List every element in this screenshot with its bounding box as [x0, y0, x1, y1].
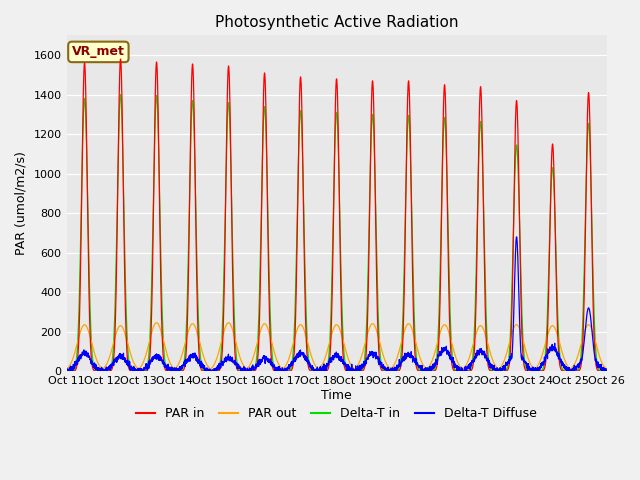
Legend: PAR in, PAR out, Delta-T in, Delta-T Diffuse: PAR in, PAR out, Delta-T in, Delta-T Dif… — [131, 402, 542, 425]
Text: VR_met: VR_met — [72, 46, 125, 59]
X-axis label: Time: Time — [321, 389, 352, 402]
Y-axis label: PAR (umol/m2/s): PAR (umol/m2/s) — [15, 151, 28, 255]
Title: Photosynthetic Active Radiation: Photosynthetic Active Radiation — [215, 15, 458, 30]
